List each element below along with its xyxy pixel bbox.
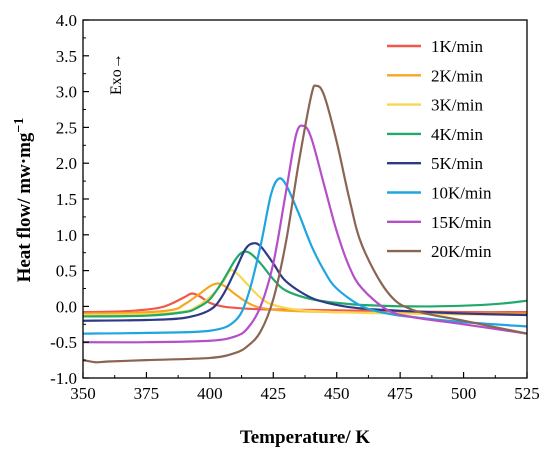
series-line-1kmin	[83, 292, 527, 314]
y-tick-label: -0.5	[50, 333, 77, 352]
x-tick-label: 475	[387, 384, 413, 403]
legend-label: 4K/min	[431, 125, 483, 144]
y-axis-title-superscript: −1	[12, 118, 27, 133]
series-line-4kmin	[83, 250, 527, 318]
y-tick-label: -1.0	[50, 369, 77, 388]
legend-label: 5K/min	[431, 154, 483, 173]
y-axis-title: Heat flow/ mw·mg−1	[12, 118, 35, 283]
x-axis: 350 375 400 425 450 475 500 525	[70, 372, 540, 403]
y-tick-label: 0.5	[56, 262, 77, 281]
legend-label: 10K/min	[431, 184, 492, 203]
x-tick-label: 525	[514, 384, 540, 403]
y-tick-label: 3.5	[56, 47, 77, 66]
y-tick-label: 1.5	[56, 190, 77, 209]
series-line-20kmin	[83, 84, 527, 364]
x-axis-title: Temperature/ K	[240, 427, 371, 448]
exo-annotation: Exo→	[108, 53, 125, 95]
series-line-10kmin	[83, 177, 527, 335]
y-tick-label: 1.0	[56, 226, 77, 245]
x-tick-label: 425	[261, 384, 287, 403]
x-tick-label: 400	[197, 384, 223, 403]
y-axis: -1.0 -0.5 0.0 0.5 1.0 1.5 2.0 2.5 3.0 3.5 4.0	[50, 11, 89, 388]
legend-label: 20K/min	[431, 242, 492, 261]
legend-label: 15K/min	[431, 213, 492, 232]
y-axis-title-main: Heat flow/ mw·mg	[14, 132, 35, 282]
y-tick-label: 0.0	[56, 297, 77, 316]
x-tick-label: 350	[70, 384, 96, 403]
legend-label: 3K/min	[431, 96, 483, 115]
y-tick-label: 2.0	[56, 154, 77, 173]
series-layer	[83, 84, 527, 364]
legend: 1K/min 2K/min 3K/min 4K/min 5K/min 10K/min 15K…	[387, 37, 492, 261]
y-tick-label: 3.0	[56, 83, 77, 102]
x-tick-label: 500	[451, 384, 477, 403]
legend-label: 2K/min	[431, 66, 483, 85]
x-tick-label: 450	[324, 384, 350, 403]
y-tick-label: 2.5	[56, 118, 77, 137]
legend-label: 1K/min	[431, 37, 483, 56]
x-tick-label: 375	[134, 384, 160, 403]
series-line-15kmin	[83, 124, 527, 344]
y-tick-label: 4.0	[56, 11, 77, 30]
